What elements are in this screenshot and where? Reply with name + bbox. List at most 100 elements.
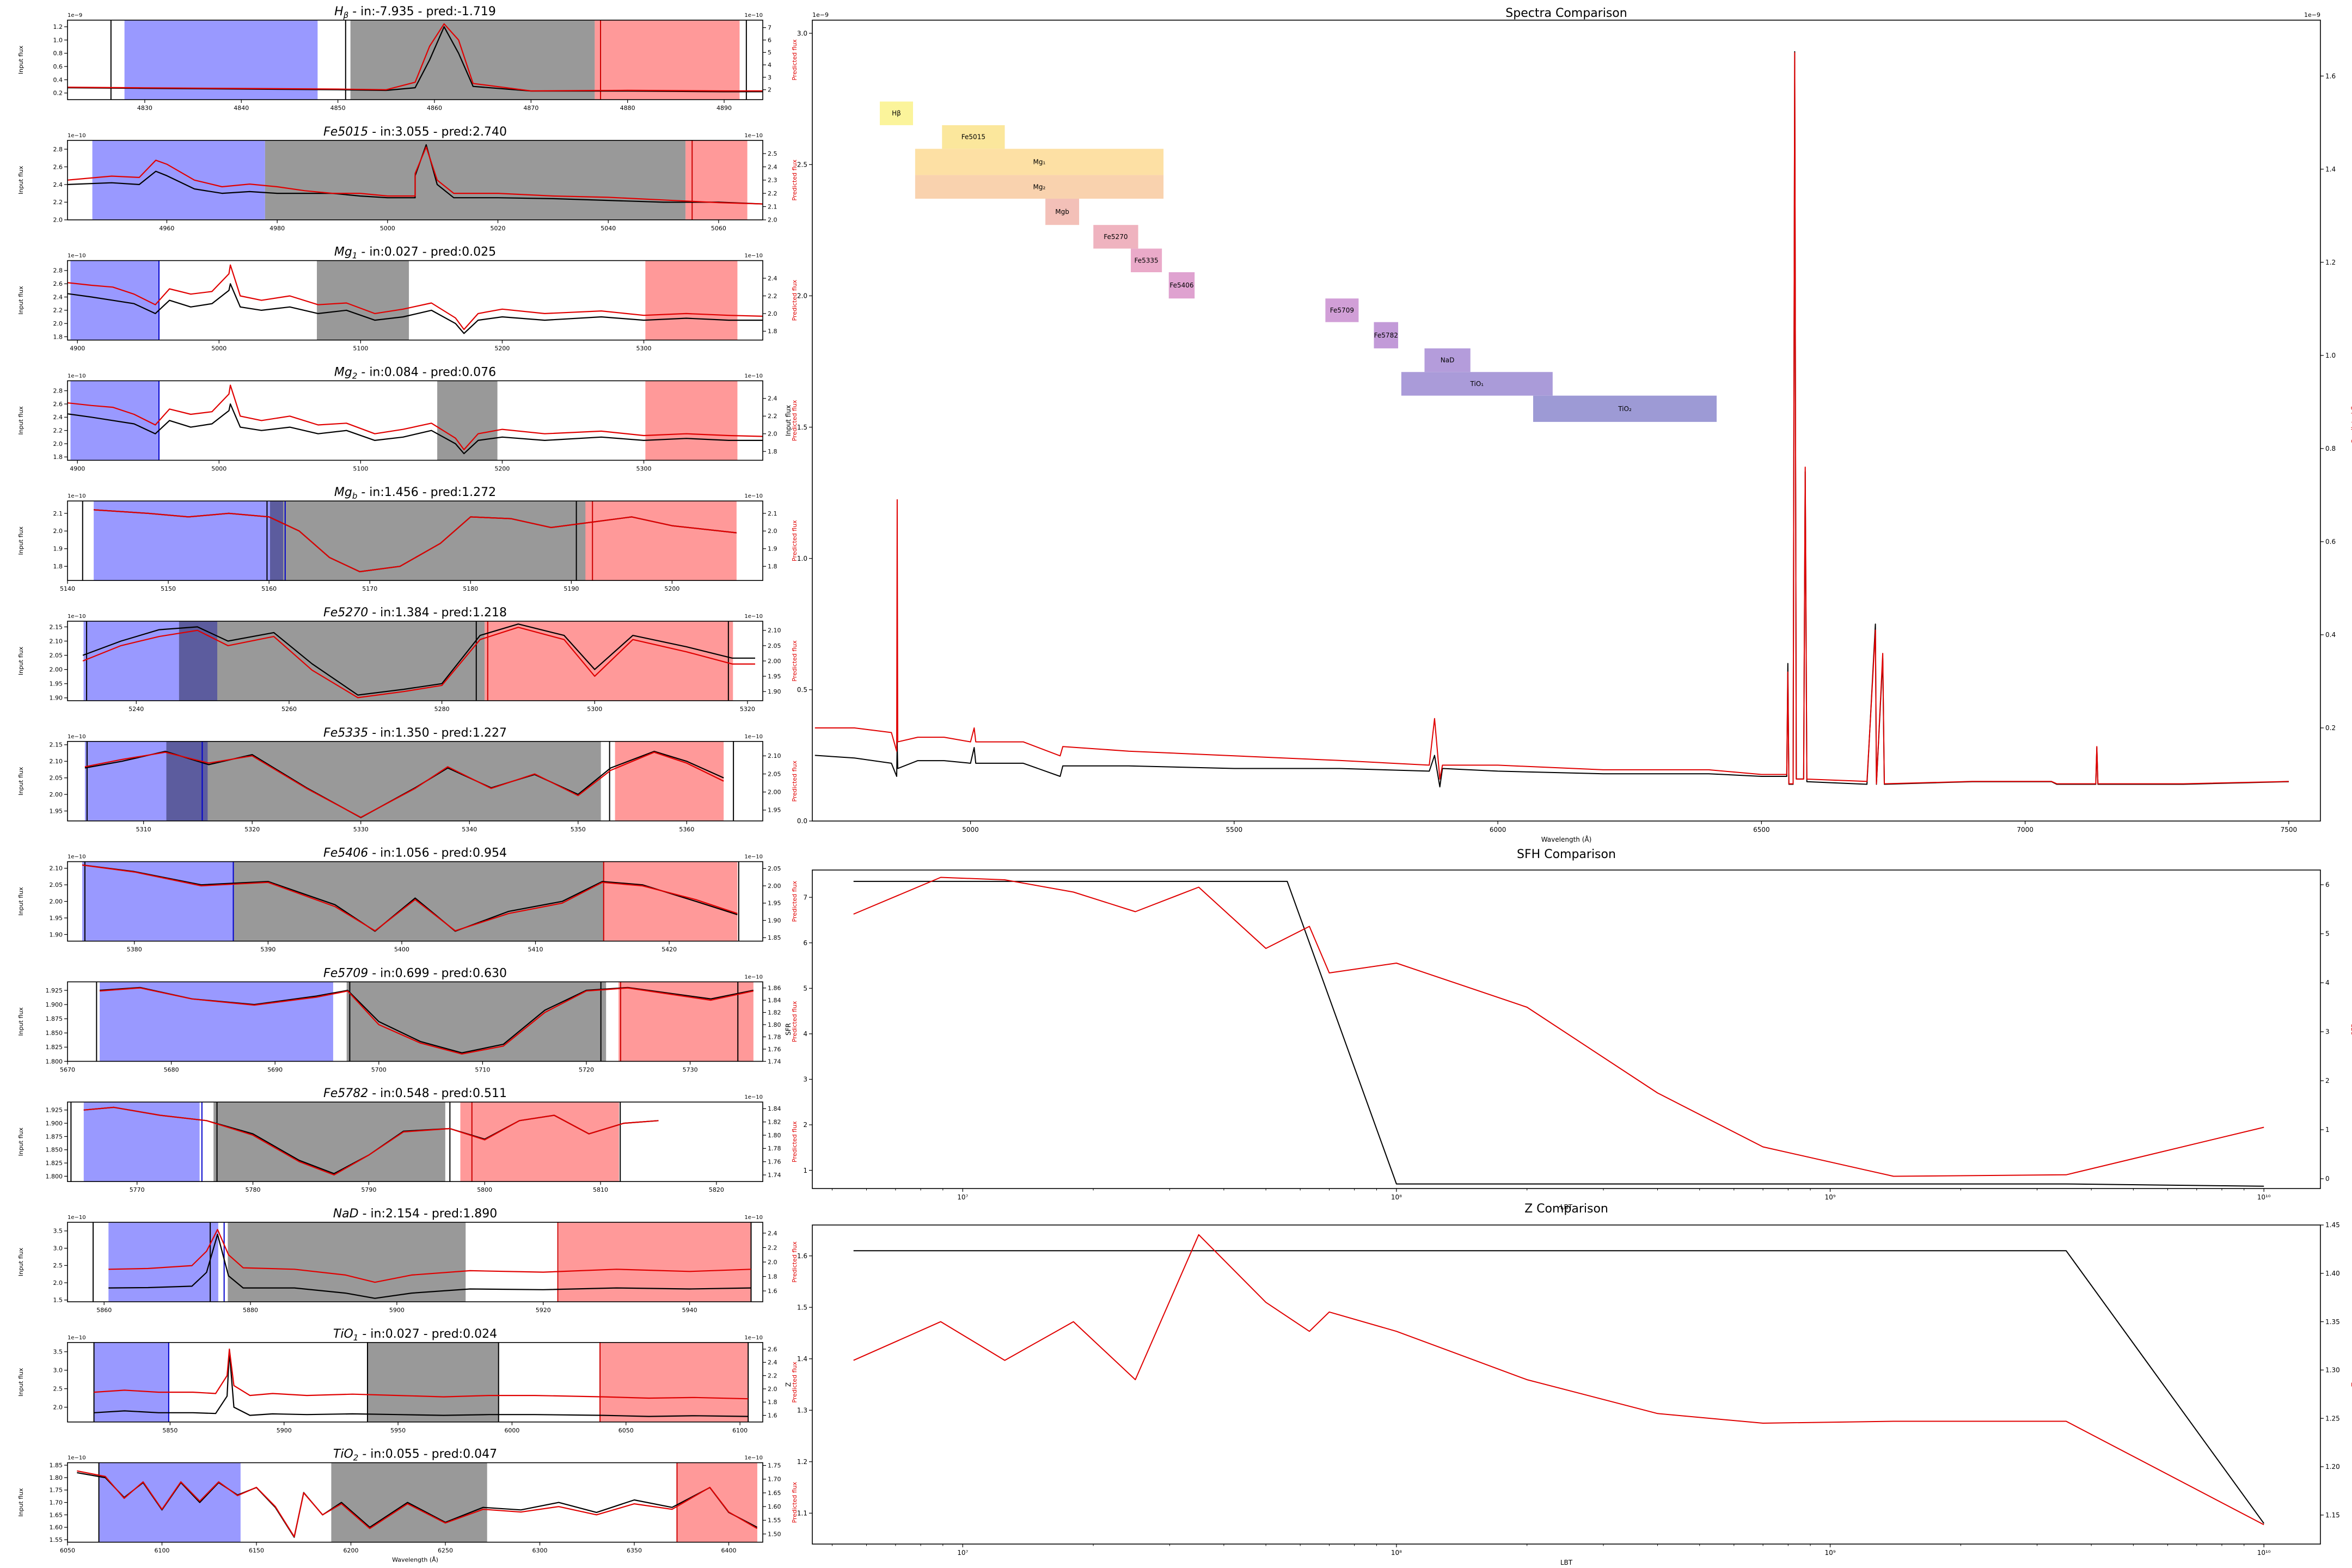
x-tick-label: 5900 xyxy=(389,1307,405,1314)
x-tick-label: 5670 xyxy=(60,1066,75,1073)
title-rest: - in:1.350 - pred:1.227 xyxy=(368,726,507,740)
index-box xyxy=(1374,322,1399,348)
title-subscript: 2 xyxy=(353,1453,359,1463)
y-tick-label: 1.875 xyxy=(46,1015,63,1022)
y-tick-label: 2.00 xyxy=(50,666,63,673)
y-offset-label: 1e−10 xyxy=(68,734,86,740)
y-tick-label: 1.8 xyxy=(53,333,63,340)
x-tick-label: 5180 xyxy=(463,585,478,592)
y-tick-label: 2.0 xyxy=(53,1404,63,1411)
y2-offset-label: 1e−10 xyxy=(744,133,763,139)
chart-title: Fe5782 - in:0.548 - pred:0.511 xyxy=(323,1087,507,1100)
y2-tick-label: 1.60 xyxy=(768,1503,781,1510)
y2-tick-label: 1.55 xyxy=(768,1517,781,1524)
title-symbol: Fe5782 xyxy=(323,1087,368,1100)
y-tick-label: 1.85 xyxy=(50,1462,63,1469)
y2-tick-label: 2.0 xyxy=(768,431,777,438)
x-tick-label: 5280 xyxy=(434,706,450,713)
x-tick-label: 5710 xyxy=(475,1066,490,1073)
x-tick-label: 6150 xyxy=(249,1547,264,1554)
x-tick-label: 5380 xyxy=(127,946,142,953)
x-tick-label: 10⁹ xyxy=(1824,1193,1835,1201)
y-offset-label: 1e−9 xyxy=(68,13,82,19)
y2-axis-label: Predicted flux xyxy=(791,880,798,922)
index-box xyxy=(1533,395,1717,422)
chart-title: Fe5406 - in:1.056 - pred:0.954 xyxy=(323,847,507,860)
y-tick-label: 1 xyxy=(803,1167,807,1174)
y-offset-label: 1e−10 xyxy=(68,373,86,379)
predicted-line xyxy=(68,146,763,205)
y-tick-label: 3.0 xyxy=(53,1245,63,1252)
y-tick-label: 1.65 xyxy=(50,1511,63,1518)
x-tick-label: 6350 xyxy=(627,1547,642,1554)
y-tick-label: 2.5 xyxy=(797,161,807,168)
y-offset-label: 1e−10 xyxy=(68,1335,86,1341)
plot-area xyxy=(84,741,734,821)
y2-tick-label: 1.90 xyxy=(768,917,781,924)
x-tick-label: 5160 xyxy=(261,585,277,592)
y-tick-label: 1.6 xyxy=(797,1252,807,1260)
x-axis-label: LBT xyxy=(1560,1559,1573,1566)
band-red xyxy=(600,1342,749,1422)
y2-tick-label: 1.76 xyxy=(768,1046,781,1053)
y2-axis-label: Predicted flux xyxy=(791,39,798,81)
y2-tick-label: 2.4 xyxy=(768,163,777,170)
x-tick-label: 5880 xyxy=(243,1307,258,1314)
y2-tick-label: 1.82 xyxy=(768,1119,781,1126)
x-tick-label: 6050 xyxy=(618,1427,634,1434)
y-tick-label: 1.925 xyxy=(46,1107,63,1114)
y-tick-label: 1.55 xyxy=(50,1536,63,1543)
y2-tick-label: 2.4 xyxy=(768,395,777,402)
x-tick-label: 5140 xyxy=(60,585,75,592)
y-tick-label: 1.4 xyxy=(797,1355,807,1363)
y-axis-label: Input flux xyxy=(17,1007,24,1036)
axes-frame xyxy=(67,981,763,1062)
y2-axis-label: Predicted flux xyxy=(791,1481,798,1523)
x-tick-label: 5060 xyxy=(711,225,726,232)
predicted-line xyxy=(100,987,754,1055)
chart-title: Fe5709 - in:0.699 - pred:0.630 xyxy=(323,966,507,980)
x-tick-label: 5790 xyxy=(361,1186,376,1193)
x-tick-label: 6050 xyxy=(60,1547,75,1554)
y2-tick-label: 1.2 xyxy=(2325,259,2336,266)
axes-frame xyxy=(67,260,763,341)
panel-nad: 5860 5880 5900 5920 5940 1.5 2.0 2.5 3.0 3.5 1.6 1.… xyxy=(17,1207,798,1314)
y-tick-label: 1.1 xyxy=(797,1509,807,1517)
y-tick-label: 2.2 xyxy=(53,307,63,314)
x-tick-label: 5920 xyxy=(536,1307,551,1314)
axes-frame xyxy=(67,1101,763,1182)
y-tick-label: 1.8 xyxy=(53,563,63,570)
y-tick-label: 1.925 xyxy=(46,987,63,994)
x-tick-label: 5170 xyxy=(362,585,377,592)
index-box-label: TiO₂ xyxy=(1618,405,1632,413)
y2-tick-label: 1 xyxy=(2325,1126,2330,1134)
y2-offset-label: 1e−10 xyxy=(744,1094,763,1100)
title-rest: - in:2.154 - pred:1.890 xyxy=(359,1207,498,1221)
y2-tick-label: 6 xyxy=(768,36,771,44)
y-tick-label: 2.10 xyxy=(50,865,63,872)
x-tick-label: 5000 xyxy=(211,465,226,472)
band-center xyxy=(317,260,409,340)
index-box-label: Fe5709 xyxy=(1330,307,1354,314)
x-tick-label: 5240 xyxy=(128,706,144,713)
axes-frame xyxy=(67,20,763,100)
y-tick-label: 2.6 xyxy=(53,280,63,287)
predicted-line xyxy=(108,1229,751,1283)
y-tick-label: 2.2 xyxy=(53,199,63,206)
y2-axis-label: Predicted flux xyxy=(2350,398,2352,443)
y2-offset-label: 1e−10 xyxy=(744,854,763,860)
x-tick-label: 5020 xyxy=(491,225,506,232)
chart-title: NaD - in:2.154 - pred:1.890 xyxy=(333,1207,498,1221)
y-offset-label: 1e−10 xyxy=(68,614,86,620)
y2-tick-label: 2.2 xyxy=(768,292,777,299)
predicted-line xyxy=(94,509,737,573)
y-axis-label: Input flux xyxy=(17,1128,24,1156)
y2-tick-label: 1.40 xyxy=(2325,1270,2340,1277)
y-tick-label: 2.8 xyxy=(53,267,63,274)
panel-mg1: 4900 5000 5100 5200 5300 1.8 2.0 2.2 2.4 2.6 2.8 1.… xyxy=(17,246,798,352)
x-tick-label: 10¹⁰ xyxy=(2257,1549,2271,1557)
predicted-line xyxy=(814,52,2289,785)
y2-tick-label: 6 xyxy=(2325,881,2330,889)
x-tick-label: 5200 xyxy=(664,585,679,592)
band-blue xyxy=(99,1462,241,1542)
